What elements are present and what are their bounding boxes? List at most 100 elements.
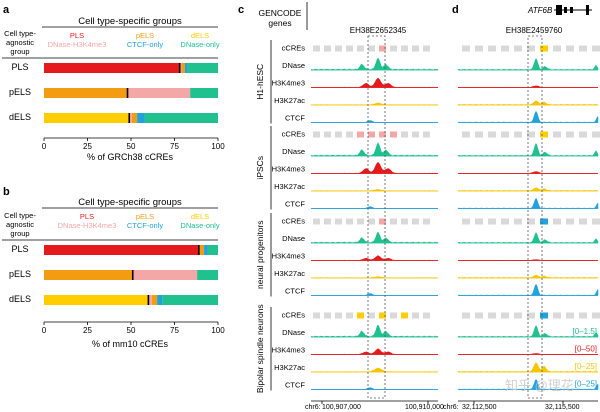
panel-d-coord-left: 32,112,500 (462, 404, 497, 411)
ccre-box (475, 131, 483, 138)
row-label-pels: pELS (9, 87, 31, 97)
panel-a-legend-dels: dELS (191, 31, 209, 40)
ccre-box (357, 131, 364, 138)
track-label-dnase: DNase (282, 61, 305, 70)
signal-dnase-c (310, 324, 439, 338)
ccre-box (553, 131, 561, 138)
bar-mark (178, 63, 181, 73)
ccre-box (462, 131, 470, 138)
x-tick-label: 0 (42, 326, 47, 335)
panel-b-title: Cell type-specific groups (78, 197, 182, 208)
genome-tracks: H1-hESCcCREsDNaseH3K4me3H3K27acCTCFiPSCs… (255, 35, 600, 404)
ccre-box (540, 312, 548, 319)
bar-mark (147, 295, 150, 305)
track-label-ctcf: CTCF (285, 381, 305, 390)
bar-segment-dnase (207, 245, 218, 255)
bar-segment-dnase (144, 113, 218, 123)
bar-segment-dnase (162, 295, 218, 305)
bar-segment-pls_light (132, 270, 198, 280)
panel-a-agnostic-1: Cell type- (4, 29, 36, 38)
track-label-h3k4me3: H3K4me3 (272, 165, 305, 174)
panel-b-bars: PLS pELS dELS 0 25 50 75 100 (9, 244, 225, 335)
track-label-dnase: DNase (282, 147, 305, 156)
ccre-box (324, 131, 331, 138)
ccre-box (553, 218, 561, 225)
ccre-box (401, 218, 408, 225)
track-label-dnase: DNase (282, 328, 305, 337)
panel-a-legend-pels: pELS (136, 31, 154, 40)
ccre-box (488, 131, 496, 138)
track-label-ctcf: CTCF (285, 287, 305, 296)
track-label-dnase: DNase (282, 234, 305, 243)
ccre-box (412, 218, 419, 225)
ccre-box (579, 312, 587, 319)
panel-c-coord-right: 100,910,000 (405, 404, 444, 411)
bar-segment-pls (44, 63, 180, 73)
x-tick-label: 75 (170, 142, 179, 151)
ccre-box (527, 131, 535, 138)
ccre-box (553, 45, 561, 52)
ccre-box (501, 45, 509, 52)
ccre-box (390, 45, 397, 52)
ccre-box (390, 218, 397, 225)
ccre-box (335, 131, 342, 138)
ccre-box (566, 218, 574, 225)
panel-b-legend-pels: pELS (136, 212, 154, 221)
ccre-box (514, 312, 522, 319)
panel-a-letter: a (3, 4, 10, 16)
bar-segment-pels (44, 88, 128, 98)
signal-dnase-c (310, 57, 439, 71)
ccre-box (379, 131, 386, 138)
signal-dnase-d (457, 57, 599, 71)
ccre-box (346, 45, 353, 52)
ccre-box (346, 131, 353, 138)
ccre-box (592, 218, 600, 225)
x-tick-label: 75 (170, 326, 179, 335)
ccre-box (579, 131, 587, 138)
panel-a-legend-pels-sub: CTCF-only (127, 40, 164, 49)
cell-group-h1-hesc: H1-hESC cCREs DNase H3K4me3 H3K27ac CTCF (255, 40, 600, 124)
ccre-box (346, 218, 353, 225)
row-label-dels: dELS (9, 112, 31, 122)
ccre-box (566, 131, 574, 138)
signal-ctcf-d (457, 283, 599, 296)
ccre-box (335, 218, 342, 225)
ccre-box (462, 45, 470, 52)
bar-segment-ctcf (204, 245, 208, 255)
panel-c-header: c GENCODE genes EH38E2652345 (238, 2, 407, 35)
ccre-box (401, 45, 408, 52)
bar-mark (131, 270, 134, 280)
bar-segment-dnase (197, 270, 218, 280)
panel-c-element-id: EH38E2652345 (350, 26, 407, 35)
ccre-box (514, 45, 522, 52)
ccre-box (540, 218, 548, 225)
signal-ctcf-d (457, 110, 599, 123)
ccre-box (501, 131, 509, 138)
bar-segment-pels (181, 63, 185, 73)
panel-d-coord-right: 32,115,500 (545, 404, 580, 411)
ccre-box (313, 312, 320, 319)
signal-h3k4me3-c (310, 161, 439, 174)
ccre-box (501, 218, 509, 225)
ccre-box (379, 312, 386, 319)
panel-b-legend-pls-sub: DNase-H3K4me3 (58, 221, 117, 230)
panel-a-agnostic-2: agnostic (6, 38, 34, 47)
track-label-ccres: cCREs (282, 130, 306, 139)
panel-d-letter: d (452, 4, 459, 16)
bar-segment-dels (44, 113, 130, 123)
ccre-box (324, 45, 331, 52)
x-tick-label: 25 (83, 142, 92, 151)
ccre-box (379, 218, 386, 225)
ccre-box (488, 218, 496, 225)
track-label-h3k27ac: H3K27ac (274, 182, 305, 191)
bar-segment-pls_light (179, 63, 182, 73)
bar-segment-ctcf (137, 113, 145, 123)
panel-d-header: d ATF6B EH38E2459760 (452, 4, 592, 35)
ccre-box (357, 45, 364, 52)
bar-segment-dnase (190, 88, 218, 98)
track-label-h3k27ac: H3K27ac (274, 96, 305, 105)
ccre-box (488, 312, 496, 319)
panel-b-agnostic-3: group (10, 229, 29, 238)
ccre-box (553, 312, 561, 319)
panel-a-bars: PLS pELS dELS 0 25 50 75 100 (9, 62, 225, 151)
